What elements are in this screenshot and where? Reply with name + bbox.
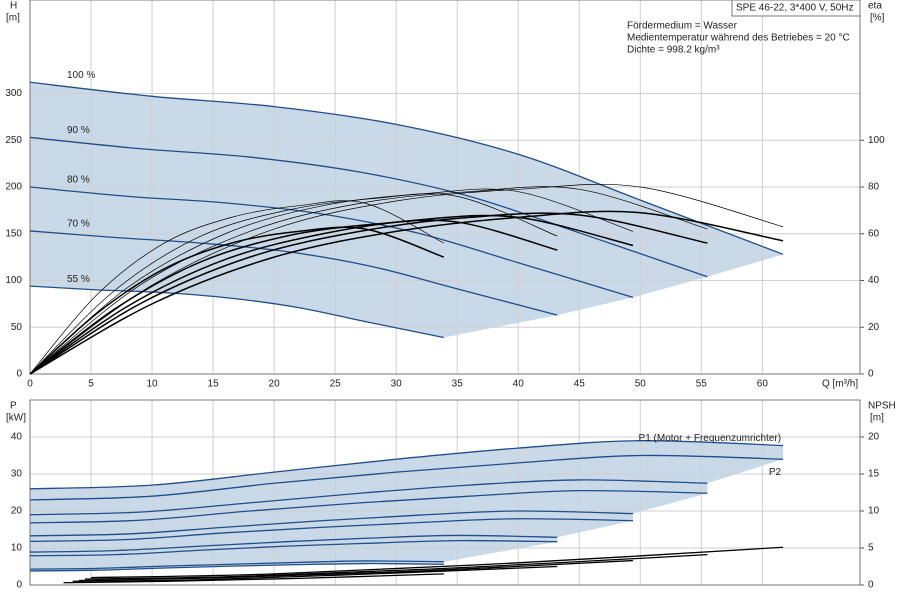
y2-tick-label: 80 [868, 182, 880, 193]
x-tick-label: 40 [513, 379, 525, 390]
speed-label: 90 % [67, 125, 90, 136]
operating-range [30, 82, 784, 338]
y-tick-label: 0 [16, 580, 22, 591]
y2-axis-label: eta [868, 1, 882, 12]
x-tick-label: 55 [696, 379, 708, 390]
y2-tick-label: 10 [868, 506, 880, 517]
x-tick-label: 50 [635, 379, 647, 390]
x-label-bg [820, 377, 860, 391]
annotation: Dichte = 998.2 kg/m³ [627, 45, 720, 56]
y-tick-label: 250 [5, 135, 22, 146]
chart-title: SPE 46-22, 3*400 V, 50Hz [736, 3, 854, 14]
primary-curve [29, 186, 634, 298]
y-tick-label: 0 [16, 369, 22, 380]
secondary-curve [29, 212, 708, 375]
primary-curve [29, 81, 784, 255]
secondary-curve [72, 565, 558, 582]
primary-curve [29, 518, 633, 542]
secondary-curve [29, 200, 444, 375]
curve-label: P2 [769, 467, 782, 478]
y-tick-label: 50 [11, 322, 23, 333]
y-tick-label: 100 [5, 275, 22, 286]
y2-tick-label: 20 [868, 322, 880, 333]
secondary-curve [84, 554, 708, 580]
title-box [731, 0, 861, 17]
y2-tick-label: 5 [868, 543, 874, 554]
x-tick-label: 30 [391, 379, 403, 390]
secondary-curve [78, 559, 634, 582]
x-tick-label: 60 [757, 379, 769, 390]
y-tick-label: 150 [5, 228, 22, 239]
primary-curve [29, 136, 708, 278]
x-axis-label: Q [m³/h] [822, 379, 858, 390]
x-tick-label: 0 [27, 379, 33, 390]
x-tick-label: 20 [269, 379, 281, 390]
secondary-curve [29, 193, 558, 375]
plot-frame [29, 399, 861, 586]
primary-curve [29, 230, 558, 316]
primary-curve [29, 510, 633, 537]
x-tick-label: 10 [146, 379, 158, 390]
y-tick-label: 10 [11, 543, 23, 554]
curve-label: P1 (Motor + Frequenzumrichter) [639, 433, 782, 444]
y2-tick-label: 40 [868, 275, 880, 286]
y-axis-label: P [10, 401, 17, 412]
y2-tick-label: 20 [868, 432, 880, 443]
y2-axis-unit: [%] [870, 13, 885, 24]
primary-curve [29, 285, 444, 339]
secondary-curve [29, 210, 784, 375]
y-axis-unit: [m] [6, 13, 20, 24]
operating-range [30, 440, 784, 571]
y-tick-label: 40 [11, 432, 23, 443]
primary-curve [29, 489, 708, 524]
y-tick-label: 20 [11, 506, 23, 517]
speed-label: 80 % [67, 175, 90, 186]
y-tick-label: 300 [5, 88, 22, 99]
primary-curve [29, 454, 784, 501]
secondary-curve [91, 546, 784, 579]
secondary-curve [63, 573, 444, 584]
secondary-curve [29, 226, 445, 375]
primary-curve [29, 440, 784, 490]
primary-curve [29, 534, 558, 553]
y2-tick-label: 100 [868, 135, 885, 146]
y2-axis-unit: [m] [870, 413, 884, 424]
y-axis-unit: [kW] [6, 413, 26, 424]
y2-tick-label: 0 [868, 580, 874, 591]
speed-label: 55 % [67, 274, 90, 285]
speed-label: 100 % [67, 70, 95, 81]
secondary-curve [29, 186, 708, 375]
x-tick-label: 45 [574, 379, 586, 390]
primary-curve [29, 479, 708, 516]
x-tick-label: 25 [330, 379, 342, 390]
secondary-curve [29, 188, 634, 375]
y-axis-label: H [10, 1, 17, 12]
annotation: Medientemperatur während des Betriebes =… [627, 33, 850, 44]
primary-curve [29, 562, 444, 572]
secondary-curve [29, 214, 634, 375]
secondary-curve [29, 219, 558, 375]
y2-tick-label: 15 [868, 469, 880, 480]
x-tick-label: 35 [452, 379, 464, 390]
primary-curve [29, 560, 444, 570]
x-tick-label: 5 [88, 379, 94, 390]
y2-axis-label: NPSH [868, 401, 896, 412]
x-tick-label: 15 [208, 379, 220, 390]
speed-label: 70 % [67, 219, 90, 230]
y2-tick-label: 60 [868, 228, 880, 239]
annotation: Fördermedium = Wasser [627, 21, 738, 32]
secondary-curve [29, 183, 784, 375]
y2-tick-label: 0 [868, 369, 874, 380]
y-tick-label: 200 [5, 182, 22, 193]
primary-curve [29, 539, 558, 557]
y-tick-label: 30 [11, 469, 23, 480]
